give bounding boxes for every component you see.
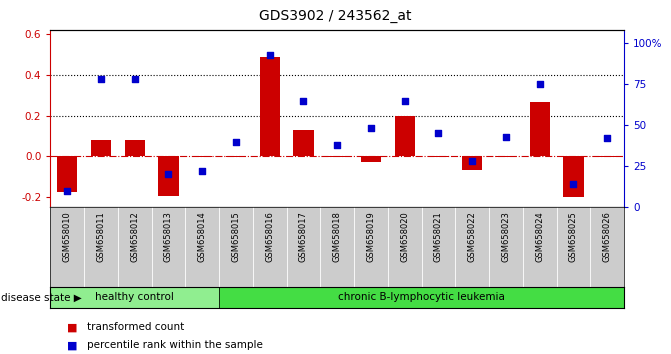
Point (366, 126, 376, 131)
Bar (192, 156, 212, 157)
Text: GSM658026: GSM658026 (603, 211, 612, 262)
Text: GDS3902 / 243562_at: GDS3902 / 243562_at (259, 9, 412, 23)
Bar (496, 156, 516, 157)
Text: GSM658018: GSM658018 (333, 211, 342, 262)
Point (332, 142, 343, 148)
Text: GSM658019: GSM658019 (366, 211, 376, 262)
Text: GSM658016: GSM658016 (265, 211, 274, 262)
Bar (395, 115, 415, 156)
Bar (462, 156, 482, 171)
Point (467, 158, 478, 164)
Point (534, 81, 545, 87)
Bar (125, 140, 145, 156)
Point (568, 181, 579, 187)
Bar (50, 287, 219, 308)
Text: GSM658022: GSM658022 (468, 211, 476, 262)
Point (399, 98, 410, 103)
Bar (428, 156, 448, 157)
Point (197, 168, 207, 174)
Point (264, 52, 275, 57)
Bar (327, 156, 348, 157)
Text: percentile rank within the sample: percentile rank within the sample (87, 340, 263, 350)
Bar (158, 156, 178, 196)
Text: disease state ▶: disease state ▶ (1, 292, 82, 302)
Bar (529, 102, 550, 156)
Point (95, 76, 106, 82)
Point (433, 131, 444, 136)
Point (130, 76, 140, 82)
Bar (260, 57, 280, 156)
Point (231, 139, 242, 144)
Text: GSM658024: GSM658024 (535, 211, 544, 262)
Text: ■: ■ (67, 322, 78, 332)
Text: GSM658020: GSM658020 (400, 211, 409, 262)
Text: GSM658015: GSM658015 (231, 211, 240, 262)
Text: transformed count: transformed count (87, 322, 185, 332)
Bar (91, 140, 111, 156)
Bar (219, 287, 624, 308)
Text: GSM658017: GSM658017 (299, 211, 308, 262)
Point (298, 98, 309, 103)
Text: GSM658021: GSM658021 (434, 211, 443, 262)
Text: chronic B-lymphocytic leukemia: chronic B-lymphocytic leukemia (338, 292, 505, 302)
Bar (597, 156, 617, 157)
Point (602, 136, 613, 141)
Text: ■: ■ (67, 340, 78, 350)
Point (62, 188, 72, 194)
Bar (361, 156, 381, 162)
Text: GSM658025: GSM658025 (569, 211, 578, 262)
Text: healthy control: healthy control (95, 292, 174, 302)
Text: GSM658012: GSM658012 (130, 211, 139, 262)
Text: GSM658014: GSM658014 (198, 211, 207, 262)
Bar (226, 156, 246, 157)
Text: GSM658011: GSM658011 (97, 211, 105, 262)
Text: GSM658010: GSM658010 (62, 211, 72, 262)
Point (501, 134, 511, 139)
Bar (293, 130, 313, 156)
Text: GSM658013: GSM658013 (164, 211, 173, 262)
Bar (563, 156, 584, 197)
Bar (57, 156, 77, 192)
Text: GSM658023: GSM658023 (501, 211, 511, 262)
Point (163, 171, 174, 177)
